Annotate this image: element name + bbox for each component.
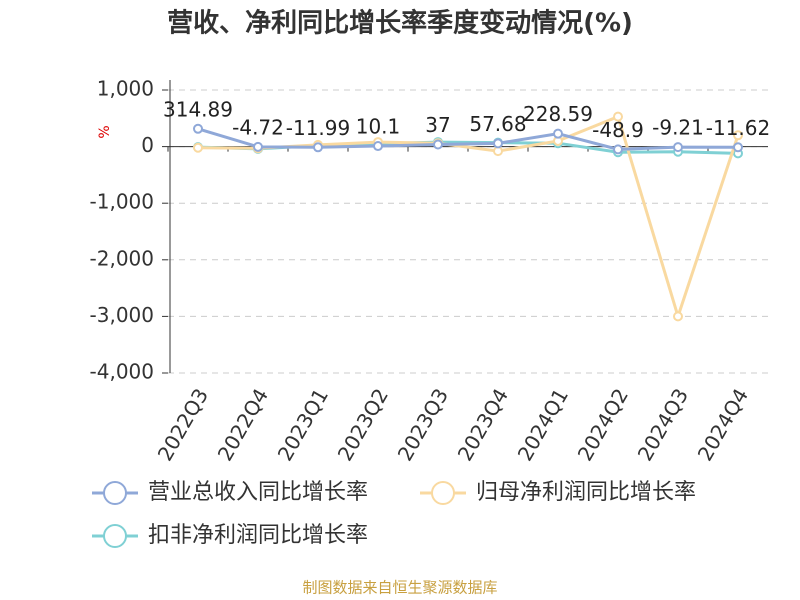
point — [193, 123, 203, 134]
x-tick-label: 2023Q1 — [273, 384, 333, 465]
legend-label: 扣非净利润同比增长率 — [148, 523, 368, 548]
point — [553, 128, 563, 139]
x-tick-label: 2023Q3 — [393, 384, 453, 465]
y-tick-label: -4,000 — [90, 360, 154, 384]
legend-label: 营业总收入同比增长率 — [148, 480, 368, 505]
data-label: -9.21 — [652, 116, 704, 140]
y-tick-label: -1,000 — [90, 190, 154, 214]
x-tick-label: 2024Q3 — [633, 384, 693, 465]
y-tick-label: -2,000 — [90, 246, 154, 270]
data-label: -4.72 — [232, 115, 284, 139]
x-tick-label: 2022Q4 — [213, 384, 273, 465]
x-tick-label: 2023Q2 — [333, 384, 393, 465]
point — [733, 130, 743, 141]
point — [193, 142, 203, 153]
x-tick-label: 2024Q2 — [573, 384, 633, 465]
series-line — [197, 127, 739, 151]
x-tick-label: 2023Q4 — [453, 384, 513, 465]
x-tick-label: 2024Q1 — [513, 384, 573, 465]
data-label: -11.62 — [706, 116, 770, 140]
data-label: 57.68 — [469, 112, 526, 136]
data-label: -48.9 — [592, 118, 644, 142]
x-tick-label: 2024Q4 — [693, 384, 753, 465]
data-label: -11.99 — [286, 116, 350, 140]
point — [313, 142, 323, 153]
y-tick-label: -3,000 — [90, 303, 154, 327]
data-label: 10.1 — [356, 115, 401, 139]
data-label: 37 — [425, 113, 450, 137]
point — [253, 141, 263, 152]
legend-marker — [103, 524, 127, 548]
chart-title: 营收、净利同比增长率季度变动情况(%) — [167, 8, 633, 39]
legend-label: 归母净利润同比增长率 — [476, 480, 696, 505]
point — [613, 144, 623, 155]
data-label: 228.59 — [523, 102, 593, 126]
legend-marker — [103, 481, 127, 505]
y-axis-label: % — [97, 125, 113, 138]
source: 制图数据来自恒生聚源数据库 — [302, 579, 497, 597]
point — [493, 138, 503, 149]
y-tick-label: 0 — [141, 133, 154, 157]
point — [433, 139, 443, 150]
legend-marker — [431, 481, 455, 505]
point — [733, 142, 743, 153]
data-label: 314.89 — [163, 97, 233, 121]
point — [373, 141, 383, 152]
x-tick-label: 2022Q3 — [153, 384, 213, 465]
y-tick-label: 1,000 — [97, 77, 154, 101]
point — [613, 111, 623, 122]
point — [673, 142, 683, 153]
point — [673, 311, 683, 322]
